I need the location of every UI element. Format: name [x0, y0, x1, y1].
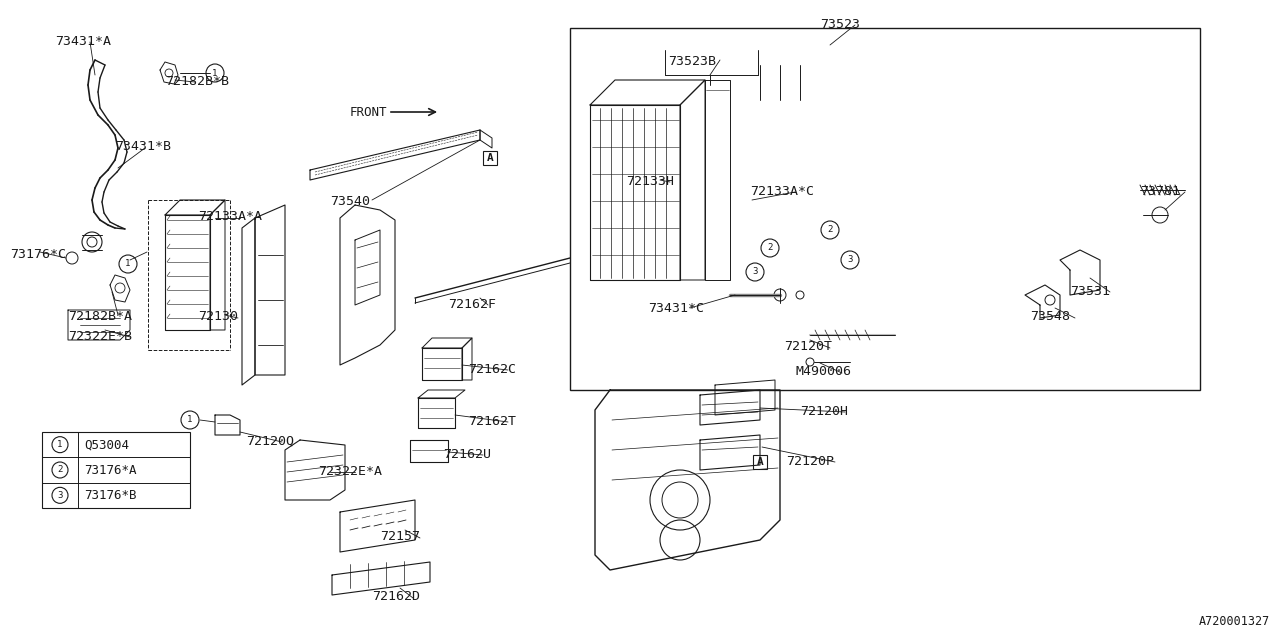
- Text: 1: 1: [212, 68, 218, 77]
- Bar: [42, 432, 189, 508]
- Text: 2: 2: [767, 243, 773, 253]
- Text: 73431*A: 73431*A: [55, 35, 111, 48]
- Text: 3: 3: [58, 491, 63, 500]
- Circle shape: [841, 251, 859, 269]
- Circle shape: [206, 64, 224, 82]
- Text: 72162T: 72162T: [468, 415, 516, 428]
- Text: 73523: 73523: [820, 18, 860, 31]
- Text: A: A: [486, 153, 493, 163]
- Text: FRONT: FRONT: [349, 106, 388, 118]
- Text: 2: 2: [58, 465, 63, 474]
- Text: 73431*B: 73431*B: [115, 140, 172, 153]
- Text: Q53004: Q53004: [84, 438, 129, 451]
- Text: 1: 1: [125, 259, 131, 269]
- Text: 73781: 73781: [1140, 185, 1180, 198]
- Text: 73176*C: 73176*C: [10, 248, 67, 261]
- Text: 2: 2: [827, 225, 833, 234]
- Text: 3: 3: [847, 255, 852, 264]
- Circle shape: [52, 436, 68, 452]
- Circle shape: [52, 462, 68, 478]
- Circle shape: [820, 221, 838, 239]
- Text: A: A: [756, 457, 763, 467]
- Text: 73176*B: 73176*B: [84, 489, 137, 502]
- Text: 72157: 72157: [380, 530, 420, 543]
- Text: A720001327: A720001327: [1199, 615, 1270, 628]
- Text: 73548: 73548: [1030, 310, 1070, 323]
- Text: 73176*A: 73176*A: [84, 463, 137, 477]
- Text: 72120P: 72120P: [786, 455, 835, 468]
- Text: 73531: 73531: [1070, 285, 1110, 298]
- Text: 73540: 73540: [330, 195, 370, 208]
- Bar: [570, 28, 1201, 390]
- Text: 72133A*A: 72133A*A: [198, 210, 262, 223]
- Text: 3: 3: [753, 268, 758, 276]
- Circle shape: [762, 239, 780, 257]
- Circle shape: [746, 263, 764, 281]
- Text: 72162F: 72162F: [448, 298, 497, 311]
- Text: 72133A*C: 72133A*C: [750, 185, 814, 198]
- Circle shape: [52, 487, 68, 503]
- Text: 72162U: 72162U: [443, 448, 492, 461]
- Text: 72182B*A: 72182B*A: [68, 310, 132, 323]
- Text: 72120T: 72120T: [783, 340, 832, 353]
- Text: 72120H: 72120H: [800, 405, 849, 418]
- Text: 72322E*B: 72322E*B: [68, 330, 132, 343]
- Text: 1: 1: [187, 415, 193, 424]
- Circle shape: [180, 411, 198, 429]
- Text: 72182B*B: 72182B*B: [165, 75, 229, 88]
- Text: M490006: M490006: [796, 365, 852, 378]
- Text: 72130: 72130: [198, 310, 238, 323]
- Text: 72162D: 72162D: [372, 590, 420, 603]
- Text: 1: 1: [58, 440, 63, 449]
- Bar: [753, 455, 767, 469]
- Text: 72162C: 72162C: [468, 363, 516, 376]
- Bar: [483, 151, 497, 165]
- Text: 72133H: 72133H: [626, 175, 675, 188]
- Text: 73431*C: 73431*C: [648, 302, 704, 315]
- Circle shape: [119, 255, 137, 273]
- Text: 73523B: 73523B: [668, 55, 716, 68]
- Text: 72120Q: 72120Q: [246, 435, 294, 448]
- Text: 72322E*A: 72322E*A: [317, 465, 381, 478]
